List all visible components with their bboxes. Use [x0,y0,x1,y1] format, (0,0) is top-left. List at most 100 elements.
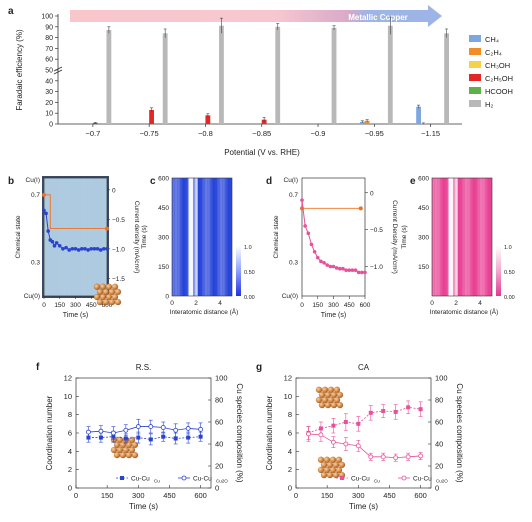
cu-atom [329,466,337,474]
plot-frame [301,177,366,297]
heatmap-column [190,178,192,296]
y-tick-label: 20 [45,100,53,107]
heatmap-column [462,178,464,296]
cu-atom [338,461,346,468]
cu-atom [329,456,337,463]
heatmap-column [185,178,188,296]
y-tick-label: 10 [64,392,72,401]
x-tick-label: 150 [54,302,65,309]
heatmap-column [187,178,189,296]
x-axis-label: Interatomic distance (Å) [430,307,499,316]
current-point [105,247,109,251]
left-tick-label: 0.7 [289,192,298,199]
x-axis-label: Interatomic distance (Å) [170,307,239,316]
cu-atom [335,466,343,474]
cu-atom [333,396,341,404]
cu-atom [108,288,116,295]
data-point [135,424,141,429]
heatmap-column [206,178,209,296]
x-axis-label: Time (s) [349,502,378,511]
heatmap-column [468,178,470,296]
y-tick-label: 10 [284,392,292,401]
y-tick-label: 300 [158,235,169,242]
heatmap-column [221,178,224,296]
cu-atom [125,452,133,459]
x-tick-label: 0 [294,491,298,500]
current-point [344,268,348,272]
current-point [95,247,100,251]
cu-atom [318,391,326,398]
heatmap-column [447,178,449,296]
panel-letter: f [36,362,40,373]
heatmap-column [172,178,174,296]
right-tick-label: 40 [215,440,223,449]
cu-atom [330,402,338,409]
cu-atom [326,461,334,468]
colorbar-tick-label: 0.00 [244,295,255,301]
data-point [198,426,204,432]
heatmap-column [450,178,452,296]
series-line [308,433,421,459]
x-tick-label: 0 [74,491,78,500]
heatmap-column [178,178,180,296]
legend-label: CH₄ [485,35,499,44]
heatmap-column [465,178,467,296]
plot-frame [75,377,212,489]
y-tick-label: 30 [45,89,53,96]
data-point [381,409,386,413]
y-tick-label: 80 [45,35,53,42]
cu-atom [330,391,338,398]
heatmap-column [227,178,230,296]
x-tick-label: 300 [328,302,339,309]
x-axis-label: Potential (V vs. RHE) [224,148,300,157]
y-tick-label: 0 [165,294,169,301]
panel-a: a Metallic Copper 0 10 20 30 40 50 60 70 80 90 100 Fa… [8,5,513,157]
cu-atom [336,391,344,398]
heatmap-frame [171,177,233,297]
legend-swatch [469,100,481,107]
cu-atom [321,396,329,404]
heatmap-column [478,178,481,296]
current-point [315,255,320,260]
series-line [308,406,421,434]
left-axis-label: Chemical state [273,215,280,258]
right-tick-label: 0 [370,190,374,197]
left-axis-label: Chemical state [15,215,22,258]
legend-label: C₂H₄ [485,48,502,57]
legend-swatch [469,48,481,55]
right-tick-label: 20 [435,462,443,471]
x-tick-label: 450 [383,491,396,500]
current-point [347,268,352,272]
data-point [136,435,141,440]
cu-atom [114,288,122,295]
current-point [328,264,333,269]
plot-frame [295,377,432,489]
x-tick-label: 600 [194,491,207,500]
legend-marker [120,476,124,480]
state-bottom-label: Cu(0) [282,293,298,300]
data-point [173,436,178,441]
current-point [303,224,307,228]
right-axis-label: Current Density (mA/cm²) [391,200,398,274]
x-tick-label: 150 [101,491,114,500]
left-tick-label: 0.7 [31,192,40,199]
panel-b: b Cu(I) Cu(0) 0.7 0.3 Chemical state 0 −0.5 −1.0… [8,176,140,319]
heatmap-column [203,178,206,296]
data-point [393,409,398,414]
chemical-state-line [44,194,107,230]
bar [416,106,421,124]
data-point [123,436,128,441]
heatmap-column [454,178,457,296]
state-marker [42,192,46,197]
current-point [46,229,50,233]
cu-atom [122,446,130,454]
x-tick-label: −0.7 [85,129,100,138]
panel-d: d Cu(I) Cu(0) 0.7 0.3 Chemical state 0 −0.5 −1.0… [266,176,398,319]
legend-label: Cu-Cu [413,476,432,483]
data-point [368,410,373,415]
x-tick-label: 0 [42,302,46,309]
current-point [300,198,304,202]
current-point [54,241,59,245]
data-point [123,427,129,433]
y-tick-label: 2 [68,465,72,474]
